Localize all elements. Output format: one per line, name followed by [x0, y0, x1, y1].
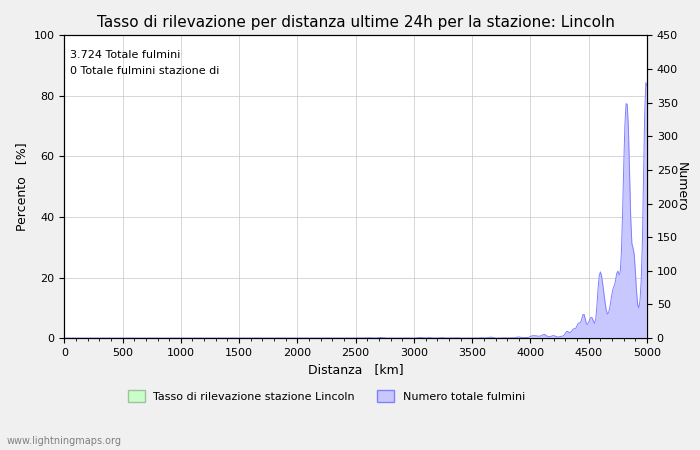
Legend: Tasso di rilevazione stazione Lincoln, Numero totale fulmini: Tasso di rilevazione stazione Lincoln, N…: [123, 386, 530, 406]
Y-axis label: Percento   [%]: Percento [%]: [15, 142, 28, 231]
X-axis label: Distanza   [km]: Distanza [km]: [308, 364, 403, 376]
Y-axis label: Numero: Numero: [675, 162, 688, 212]
Text: 3.724 Totale fulmini: 3.724 Totale fulmini: [70, 50, 181, 60]
Text: www.lightningmaps.org: www.lightningmaps.org: [7, 436, 122, 446]
Title: Tasso di rilevazione per distanza ultime 24h per la stazione: Lincoln: Tasso di rilevazione per distanza ultime…: [97, 15, 615, 30]
Text: 0 Totale fulmini stazione di: 0 Totale fulmini stazione di: [70, 66, 220, 76]
